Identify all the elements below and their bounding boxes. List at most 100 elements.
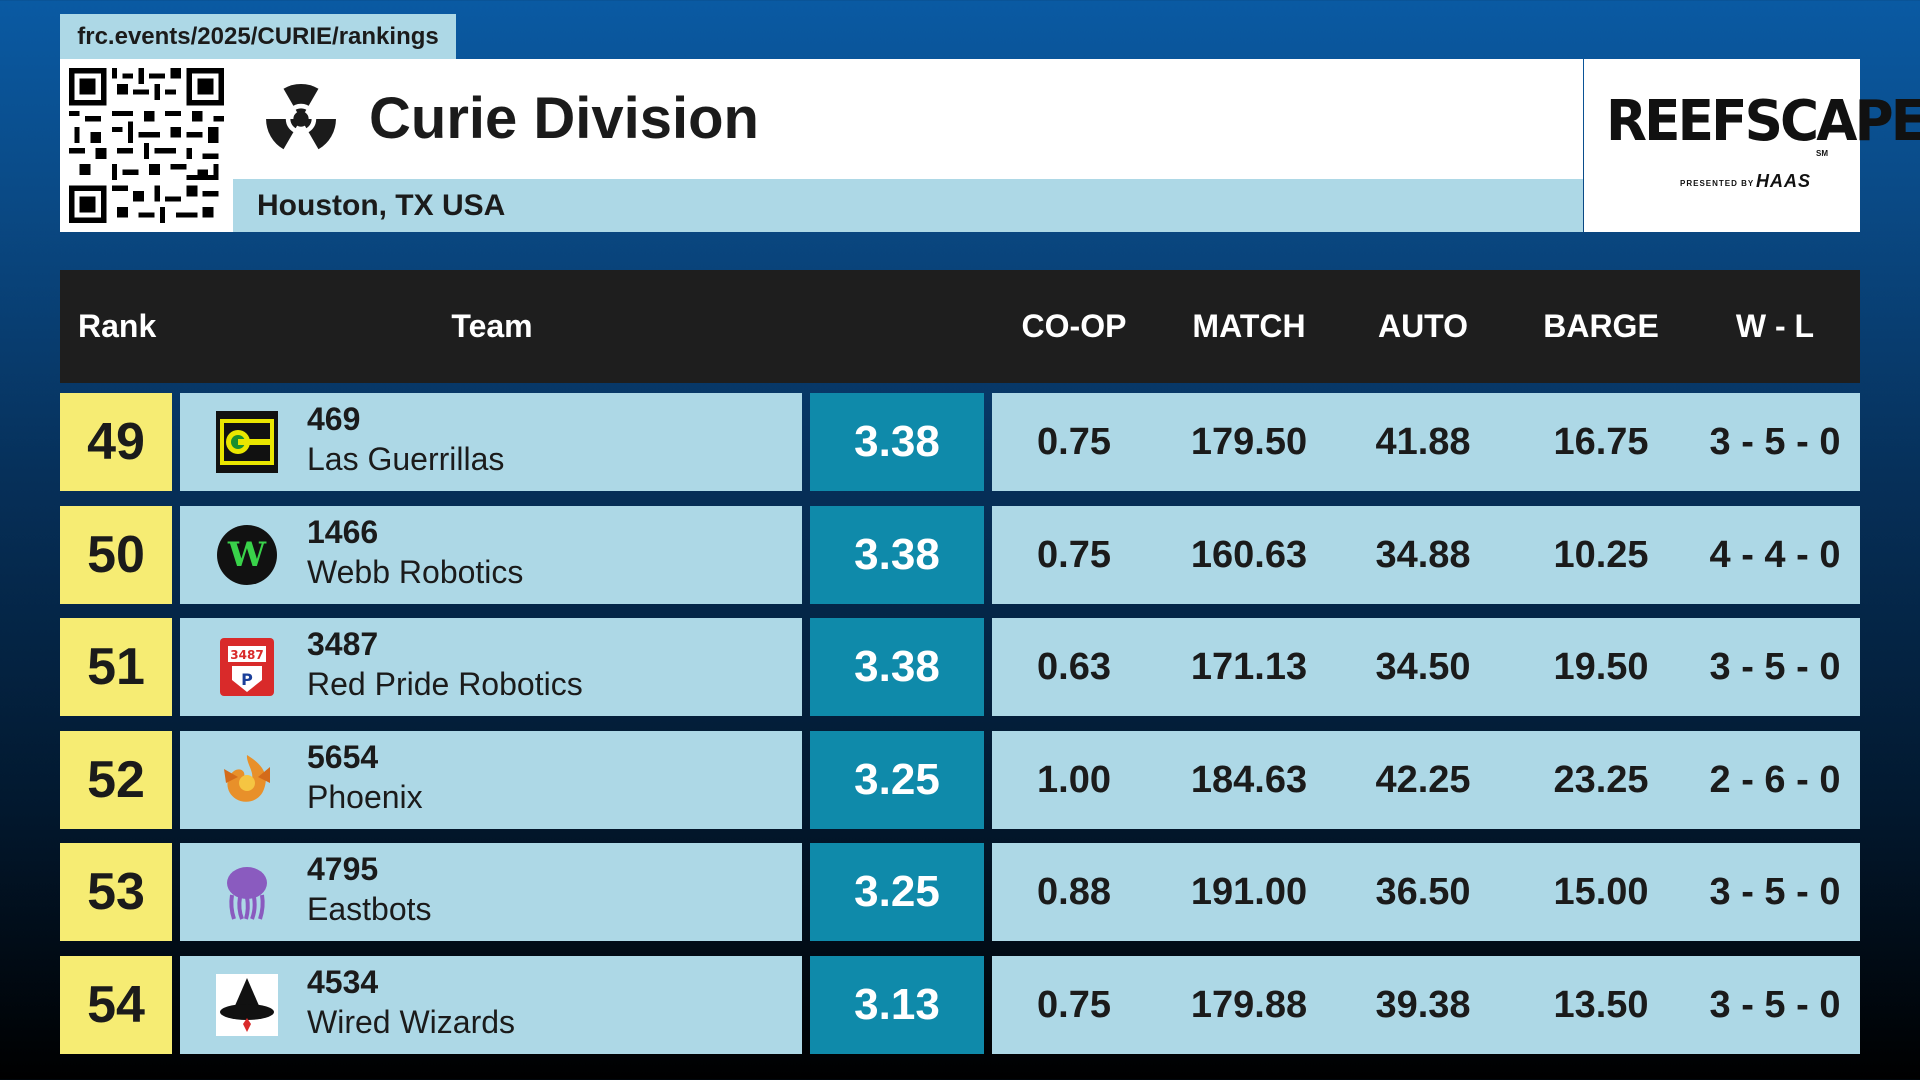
team-cell[interactable]: 3487 P 3487 Red Pride Robotics [180,618,802,716]
auto-value: 34.50 [1375,646,1471,688]
stats-cell: 0.75 179.88 39.38 13.50 3 - 5 - 0 [992,955,1860,1054]
barge-value: 10.25 [1553,533,1649,576]
match-value: 179.88 [1190,983,1308,1026]
team-cell[interactable]: 4795 Eastbots [180,843,802,941]
header-match: MATCH [1192,308,1306,344]
team-name: Wired Wizards [307,1003,516,1040]
match-value: 171.13 [1190,646,1308,688]
team-cell[interactable]: W 1466 Webb Robotics [180,505,802,604]
auto-value: 36.50 [1375,871,1471,913]
barge-value: 13.50 [1553,983,1649,1026]
match-value: 184.63 [1190,758,1308,801]
ranking-score-cell: 3.13 [810,955,984,1054]
barge-value: 23.25 [1553,758,1649,801]
title-panel: Curie Division [233,59,1583,179]
team-name: Phoenix [307,778,423,815]
page-title: Curie Division [369,86,759,151]
barge-value: 19.50 [1553,646,1649,688]
table-header: Rank Team CO-OP MATCH AUTO BARGE W - L -… [60,270,1860,457]
game-logo-sm: SM [1816,149,1828,158]
svg-text:3487: 3487 [230,648,263,662]
auto-value: 41.88 [1375,421,1471,463]
webb-robotics-logo-icon: W [216,524,278,586]
rank-cell: 53 [60,843,172,941]
stats-cell: 0.63 171.13 34.50 19.50 3 - 5 - 0 [992,618,1860,716]
match-value: 179.50 [1190,421,1308,463]
svg-text:P: P [241,670,253,689]
table-row[interactable]: 52 5654 Phoenix 3.25 1.00 184.63 42.25 23.25 2 -… [60,730,1860,829]
event-url[interactable]: frc.events/2025/CURIE/rankings [60,14,456,59]
match-value: 191.00 [1190,871,1308,913]
ranking-score-cell: 3.25 [810,843,984,941]
presented-by-label: PRESENTED BY [1680,179,1755,188]
table-row[interactable]: 50 W 1466 Webb Robotics 3.38 0.75 160.63 34.88 1… [60,505,1860,604]
header-auto: AUTO [1377,308,1469,344]
header-team: Team [451,308,533,344]
team-cell[interactable]: 469 Las Guerrillas [180,393,802,491]
wlt-value: 4 - 4 - 0 [1709,533,1841,576]
auto-value: 39.38 [1375,983,1471,1026]
haas-logo: HAAS [1756,171,1812,191]
table-row[interactable]: 49 469 Las Guerrillas 3.38 0.75 179.50 41.88 16… [60,393,1860,491]
division-header: Curie Division Houston, TX USA REEFSCAPE… [60,59,1920,232]
coop-value: 0.75 [1037,533,1111,576]
auto-value: 34.88 [1375,533,1471,576]
ranking-score-cell: 3.38 [810,393,984,491]
team-number: 4534 [307,963,379,1000]
team-name: Eastbots [307,891,432,927]
phoenix-logo-icon [216,749,278,811]
stats-cell: 0.75 160.63 34.88 10.25 4 - 4 - 0 [992,505,1860,604]
header-coop: CO-OP [1021,308,1127,344]
las-guerrillas-logo-icon [216,411,278,473]
team-name: Las Guerrillas [307,441,505,477]
ranking-score-cell: 3.38 [810,618,984,716]
wlt-value: 3 - 5 - 0 [1709,421,1841,463]
coop-value: 0.88 [1037,871,1111,913]
coop-value: 1.00 [1037,758,1111,801]
rank-cell: 54 [60,955,172,1054]
wlt-value: 3 - 5 - 0 [1709,871,1841,913]
team-number: 469 [307,401,361,437]
ranking-score-cell: 3.38 [810,505,984,604]
wlt-value: 3 - 5 - 0 [1709,646,1841,688]
coop-value: 0.75 [1037,421,1111,463]
rank-cell: 52 [60,730,172,829]
rank-cell: 49 [60,393,172,491]
team-number: 3487 [307,626,379,662]
table-row[interactable]: 51 3487 P 3487 Red Pride Robotics 3.38 0.63 171… [60,618,1860,716]
svg-text:W: W [227,535,267,575]
wlt-value: 3 - 5 - 0 [1709,983,1841,1026]
header-barge: BARGE [1543,308,1659,344]
table-row[interactable]: 53 4795 Eastbots 3.25 0.88 191.00 36.50 15.00 3 … [60,843,1860,941]
auto-value: 42.25 [1375,758,1471,801]
eastbots-logo-icon [216,861,278,923]
coop-value: 0.63 [1037,646,1111,688]
team-number: 1466 [307,513,379,550]
header-rank: Rank [78,308,157,344]
team-cell[interactable]: 4534 Wired Wizards [180,955,802,1054]
game-logo-word: REEFSCAPE [1606,89,1920,154]
team-name: Webb Robotics [307,553,524,590]
rank-cell: 50 [60,505,172,604]
barge-value: 15.00 [1553,871,1649,913]
stats-cell: 0.75 179.50 41.88 16.75 3 - 5 - 0 [992,393,1860,491]
radiation-icon [266,84,336,150]
team-number: 5654 [307,738,379,775]
ranking-score-cell: 3.25 [810,730,984,829]
match-value: 160.63 [1190,533,1308,576]
red-pride-robotics-logo-icon: 3487 P [216,636,278,698]
rank-cell: 51 [60,618,172,716]
team-number: 4795 [307,851,379,887]
wired-wizards-logo-icon [216,973,278,1036]
stats-cell: 1.00 184.63 42.25 23.25 2 - 6 - 0 [992,730,1860,829]
wlt-value: 2 - 6 - 0 [1709,758,1841,801]
event-location: Houston, TX USA [233,179,1583,232]
qr-code-icon [60,59,233,232]
table-row[interactable]: 54 4534 Wired Wizards 3.13 0.75 179.88 39.38 13… [60,955,1860,1054]
stats-cell: 0.88 191.00 36.50 15.00 3 - 5 - 0 [992,843,1860,941]
team-name: Red Pride Robotics [307,666,583,702]
coop-value: 0.75 [1037,983,1111,1026]
reefscape-logo: REEFSCAPE SM PRESENTED BY HAAS [1584,59,1920,232]
barge-value: 16.75 [1553,421,1649,463]
team-cell[interactable]: 5654 Phoenix [180,730,802,829]
